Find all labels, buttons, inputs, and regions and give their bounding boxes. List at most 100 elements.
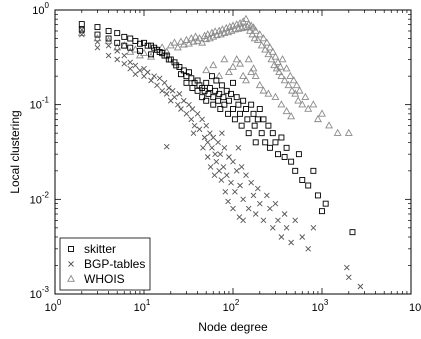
data-point-skitter bbox=[210, 101, 217, 108]
data-point-whois bbox=[255, 80, 264, 89]
legend-marker-whois bbox=[67, 274, 75, 282]
data-point-whois bbox=[251, 26, 260, 34]
data-point-skitter bbox=[225, 97, 232, 104]
data-point-skitter bbox=[238, 122, 245, 129]
data-point-bgp-tables bbox=[211, 172, 218, 178]
data-point-bgp-tables bbox=[163, 143, 170, 150]
data-point-bgp-tables bbox=[163, 91, 170, 97]
data-point-whois bbox=[318, 109, 326, 117]
data-point-bgp-tables bbox=[238, 164, 245, 170]
data-point-skitter bbox=[220, 94, 227, 101]
data-point-whois bbox=[229, 62, 237, 70]
data-point-skitter bbox=[206, 85, 213, 91]
data-point-bgp-tables bbox=[254, 185, 261, 192]
data-point-whois bbox=[205, 34, 214, 42]
data-point-whois bbox=[268, 47, 277, 55]
data-point-whois bbox=[244, 55, 253, 63]
data-point-whois bbox=[304, 104, 313, 112]
data-point-skitter bbox=[314, 192, 321, 199]
data-point-skitter bbox=[319, 208, 325, 215]
data-point-skitter bbox=[94, 24, 101, 31]
data-point-bgp-tables bbox=[219, 130, 225, 136]
data-point-skitter bbox=[203, 79, 210, 86]
data-point-whois bbox=[250, 34, 259, 42]
legend-marker-bgp-tables bbox=[68, 261, 74, 267]
data-point-skitter bbox=[148, 42, 154, 49]
data-point-bgp-tables bbox=[343, 264, 350, 271]
data-point-bgp-tables bbox=[222, 189, 229, 195]
data-point-skitter bbox=[233, 94, 240, 101]
data-point-bgp-tables bbox=[232, 189, 238, 195]
data-point-whois bbox=[236, 19, 245, 27]
data-point-bgp-tables bbox=[154, 82, 160, 89]
data-point-bgp-tables bbox=[178, 106, 184, 112]
data-point-whois bbox=[295, 86, 304, 94]
data-point-bgp-tables bbox=[204, 139, 211, 146]
data-point-skitter bbox=[210, 94, 217, 101]
data-point-skitter bbox=[237, 110, 243, 117]
data-point-whois bbox=[224, 27, 233, 36]
data-point-skitter bbox=[105, 28, 112, 34]
data-point-whois bbox=[126, 47, 135, 55]
y-tick-label: 100 bbox=[32, 1, 49, 17]
data-point-skitter bbox=[228, 90, 234, 97]
data-point-skitter bbox=[245, 130, 252, 137]
data-point-whois bbox=[259, 86, 268, 94]
legend-marker-skitter bbox=[68, 246, 74, 252]
data-point-skitter bbox=[136, 40, 143, 47]
data-point-bgp-tables bbox=[237, 182, 243, 189]
data-point-skitter bbox=[217, 106, 224, 112]
data-point-bgp-tables bbox=[283, 225, 290, 231]
data-point-skitter bbox=[212, 87, 219, 94]
data-point-whois bbox=[224, 67, 233, 76]
data-point-whois bbox=[202, 65, 211, 74]
legend-box bbox=[59, 237, 151, 291]
data-point-skitter bbox=[283, 144, 290, 151]
data-point-bgp-tables bbox=[230, 205, 236, 212]
data-point-whois bbox=[265, 43, 274, 51]
data-point-bgp-tables bbox=[171, 94, 178, 100]
data-markers bbox=[77, 14, 364, 290]
data-point-bgp-tables bbox=[94, 39, 101, 45]
data-point-bgp-tables bbox=[310, 225, 317, 231]
data-point-bgp-tables bbox=[201, 134, 208, 141]
data-point-whois bbox=[209, 60, 218, 69]
data-point-whois bbox=[287, 112, 296, 120]
data-point-whois bbox=[249, 64, 258, 72]
data-point-whois bbox=[249, 23, 258, 31]
x-tick-label: 100 bbox=[45, 298, 62, 314]
data-point-whois bbox=[236, 59, 245, 67]
data-point-bgp-tables bbox=[188, 116, 195, 123]
data-point-skitter bbox=[262, 139, 269, 146]
data-point-skitter bbox=[251, 122, 258, 129]
x-tick-label: 104 bbox=[409, 298, 421, 314]
data-point-skitter bbox=[295, 151, 302, 158]
data-point-skitter bbox=[272, 139, 279, 146]
data-point-bgp-tables bbox=[144, 69, 151, 76]
data-point-bgp-tables bbox=[121, 52, 128, 59]
data-point-bgp-tables bbox=[159, 88, 165, 94]
data-point-bgp-tables bbox=[260, 217, 267, 224]
data-point-skitter bbox=[288, 158, 295, 165]
data-point-skitter bbox=[127, 35, 134, 42]
data-point-bgp-tables bbox=[180, 97, 187, 104]
data-point-skitter bbox=[252, 139, 259, 146]
data-point-bgp-tables bbox=[221, 145, 228, 151]
data-point-bgp-tables bbox=[243, 172, 249, 178]
data-point-skitter bbox=[213, 77, 220, 84]
axis-ticks: 100 101 102 103 104 10-3 10-2 10-1 100 bbox=[30, 1, 421, 314]
data-point-whois bbox=[113, 43, 122, 51]
data-point-skitter bbox=[218, 82, 225, 89]
data-point-bgp-tables bbox=[186, 101, 192, 108]
data-point-bgp-tables bbox=[264, 192, 270, 199]
data-point-whois bbox=[242, 14, 250, 22]
data-point-whois bbox=[313, 114, 322, 123]
data-point-whois bbox=[170, 38, 179, 46]
data-point-skitter bbox=[275, 151, 281, 158]
data-point-bgp-tables bbox=[292, 217, 299, 224]
data-point-whois bbox=[271, 92, 280, 100]
data-point-bgp-tables bbox=[230, 158, 236, 165]
data-point-bgp-tables bbox=[105, 42, 112, 49]
data-point-skitter bbox=[173, 62, 180, 69]
